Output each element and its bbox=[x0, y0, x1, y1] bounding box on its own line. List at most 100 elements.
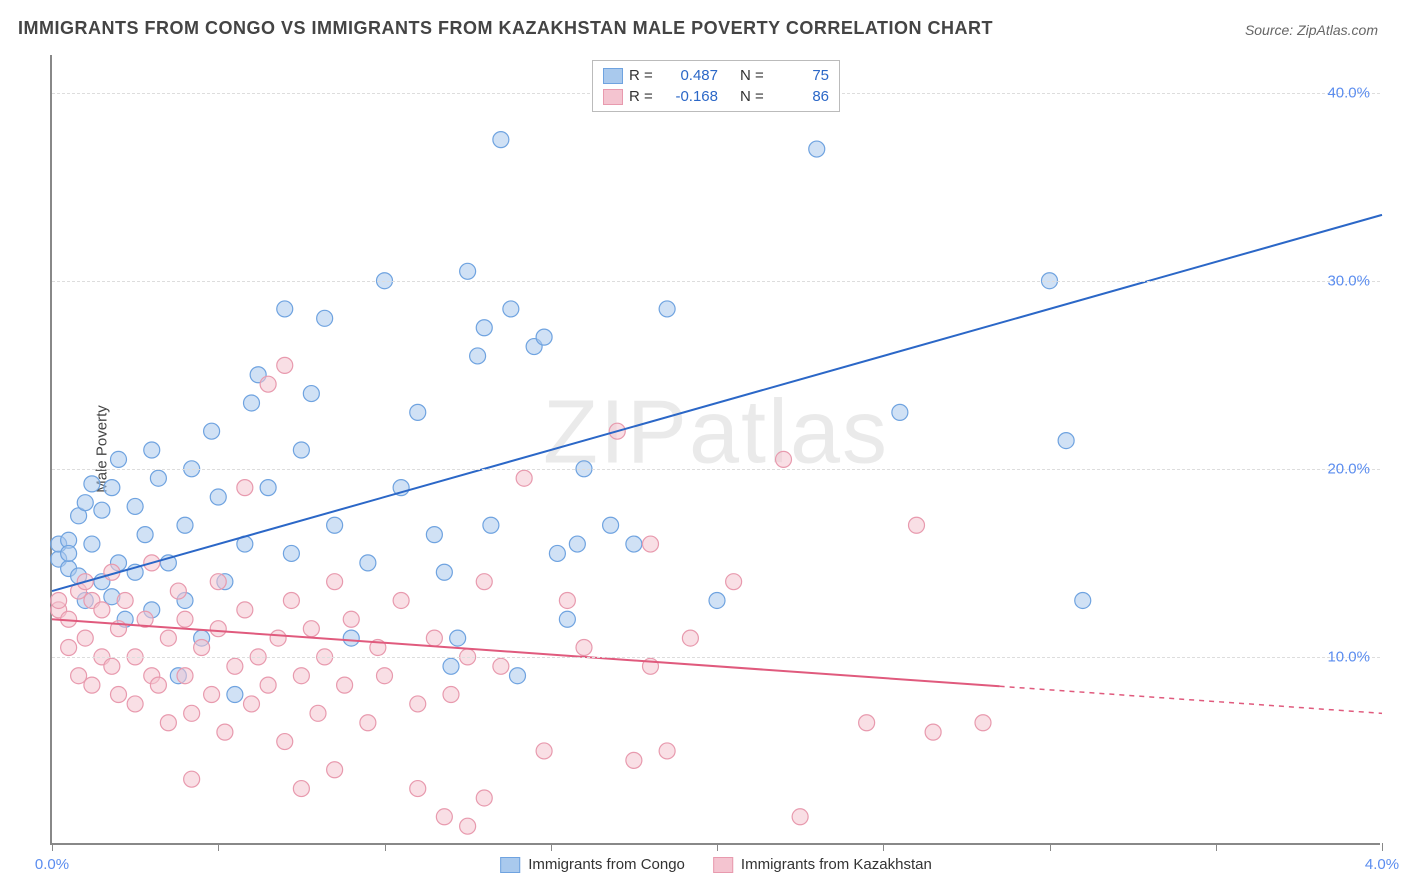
data-point bbox=[559, 592, 575, 608]
data-point bbox=[460, 818, 476, 834]
data-point bbox=[293, 442, 309, 458]
data-point bbox=[493, 132, 509, 148]
data-point bbox=[277, 301, 293, 317]
data-point bbox=[776, 451, 792, 467]
swatch-congo bbox=[603, 68, 623, 84]
data-point bbox=[260, 480, 276, 496]
data-point bbox=[244, 395, 260, 411]
data-point bbox=[726, 574, 742, 590]
data-point bbox=[809, 141, 825, 157]
y-tick-label: 40.0% bbox=[1327, 84, 1370, 101]
data-point bbox=[450, 630, 466, 646]
data-point bbox=[227, 658, 243, 674]
x-tick bbox=[1382, 843, 1383, 851]
data-point bbox=[476, 320, 492, 336]
data-point bbox=[436, 809, 452, 825]
data-point bbox=[283, 545, 299, 561]
data-point bbox=[975, 715, 991, 731]
data-point bbox=[603, 517, 619, 533]
swatch-kazakhstan bbox=[603, 89, 623, 105]
gridline bbox=[52, 657, 1380, 658]
data-point bbox=[327, 517, 343, 533]
data-point bbox=[237, 602, 253, 618]
r-label: R = bbox=[629, 67, 657, 84]
data-point bbox=[51, 592, 67, 608]
data-point bbox=[184, 771, 200, 787]
x-tick bbox=[218, 843, 219, 851]
data-point bbox=[360, 555, 376, 571]
y-tick-label: 20.0% bbox=[1327, 460, 1370, 477]
data-point bbox=[104, 658, 120, 674]
data-point bbox=[227, 687, 243, 703]
legend-label: Immigrants from Kazakhstan bbox=[741, 856, 932, 873]
data-point bbox=[303, 386, 319, 402]
trend-line-dashed bbox=[1000, 686, 1382, 713]
chart-title: IMMIGRANTS FROM CONGO VS IMMIGRANTS FROM… bbox=[18, 18, 993, 39]
data-point bbox=[210, 574, 226, 590]
legend-label: Immigrants from Congo bbox=[528, 856, 685, 873]
data-point bbox=[277, 734, 293, 750]
x-tick bbox=[52, 843, 53, 851]
n-value-kazakhstan: 86 bbox=[774, 88, 829, 105]
data-point bbox=[443, 687, 459, 703]
correlation-legend: R = 0.487 N = 75 R = -0.168 N = 86 bbox=[592, 60, 840, 112]
x-tick-label: 4.0% bbox=[1365, 856, 1399, 873]
data-point bbox=[170, 583, 186, 599]
legend-item-kazakhstan: Immigrants from Kazakhstan bbox=[713, 856, 932, 873]
data-point bbox=[493, 658, 509, 674]
data-point bbox=[443, 658, 459, 674]
data-point bbox=[792, 809, 808, 825]
data-point bbox=[127, 498, 143, 514]
data-point bbox=[137, 527, 153, 543]
data-point bbox=[160, 630, 176, 646]
n-label: N = bbox=[740, 88, 768, 105]
legend-row-kazakhstan: R = -0.168 N = 86 bbox=[603, 86, 829, 107]
x-tick bbox=[1050, 843, 1051, 851]
data-point bbox=[84, 536, 100, 552]
data-point bbox=[892, 404, 908, 420]
data-point bbox=[536, 743, 552, 759]
data-point bbox=[436, 564, 452, 580]
data-point bbox=[682, 630, 698, 646]
data-point bbox=[626, 536, 642, 552]
data-point bbox=[549, 545, 565, 561]
swatch-kazakhstan bbox=[713, 857, 733, 873]
r-value-congo: 0.487 bbox=[663, 67, 718, 84]
y-tick-label: 30.0% bbox=[1327, 272, 1370, 289]
data-point bbox=[104, 480, 120, 496]
data-point bbox=[925, 724, 941, 740]
data-point bbox=[217, 724, 233, 740]
legend-item-congo: Immigrants from Congo bbox=[500, 856, 685, 873]
data-point bbox=[393, 592, 409, 608]
source-attribution: Source: ZipAtlas.com bbox=[1245, 22, 1378, 38]
data-point bbox=[343, 611, 359, 627]
x-tick bbox=[385, 843, 386, 851]
data-point bbox=[576, 640, 592, 656]
data-point bbox=[260, 677, 276, 693]
data-point bbox=[909, 517, 925, 533]
data-point bbox=[510, 668, 526, 684]
data-point bbox=[94, 602, 110, 618]
data-point bbox=[177, 668, 193, 684]
r-label: R = bbox=[629, 88, 657, 105]
r-value-kazakhstan: -0.168 bbox=[663, 88, 718, 105]
data-point bbox=[1075, 592, 1091, 608]
data-point bbox=[283, 592, 299, 608]
data-point bbox=[659, 301, 675, 317]
data-point bbox=[84, 476, 100, 492]
data-point bbox=[503, 301, 519, 317]
data-point bbox=[410, 696, 426, 712]
data-point bbox=[84, 677, 100, 693]
data-point bbox=[127, 696, 143, 712]
data-point bbox=[260, 376, 276, 392]
data-point bbox=[536, 329, 552, 345]
plot-area: Male Poverty ZIPatlas R = 0.487 N = 75 R… bbox=[50, 55, 1380, 845]
data-point bbox=[460, 263, 476, 279]
data-point bbox=[643, 536, 659, 552]
data-point bbox=[204, 687, 220, 703]
data-point bbox=[194, 640, 210, 656]
data-point bbox=[709, 592, 725, 608]
data-point bbox=[476, 574, 492, 590]
data-point bbox=[317, 310, 333, 326]
data-point bbox=[360, 715, 376, 731]
